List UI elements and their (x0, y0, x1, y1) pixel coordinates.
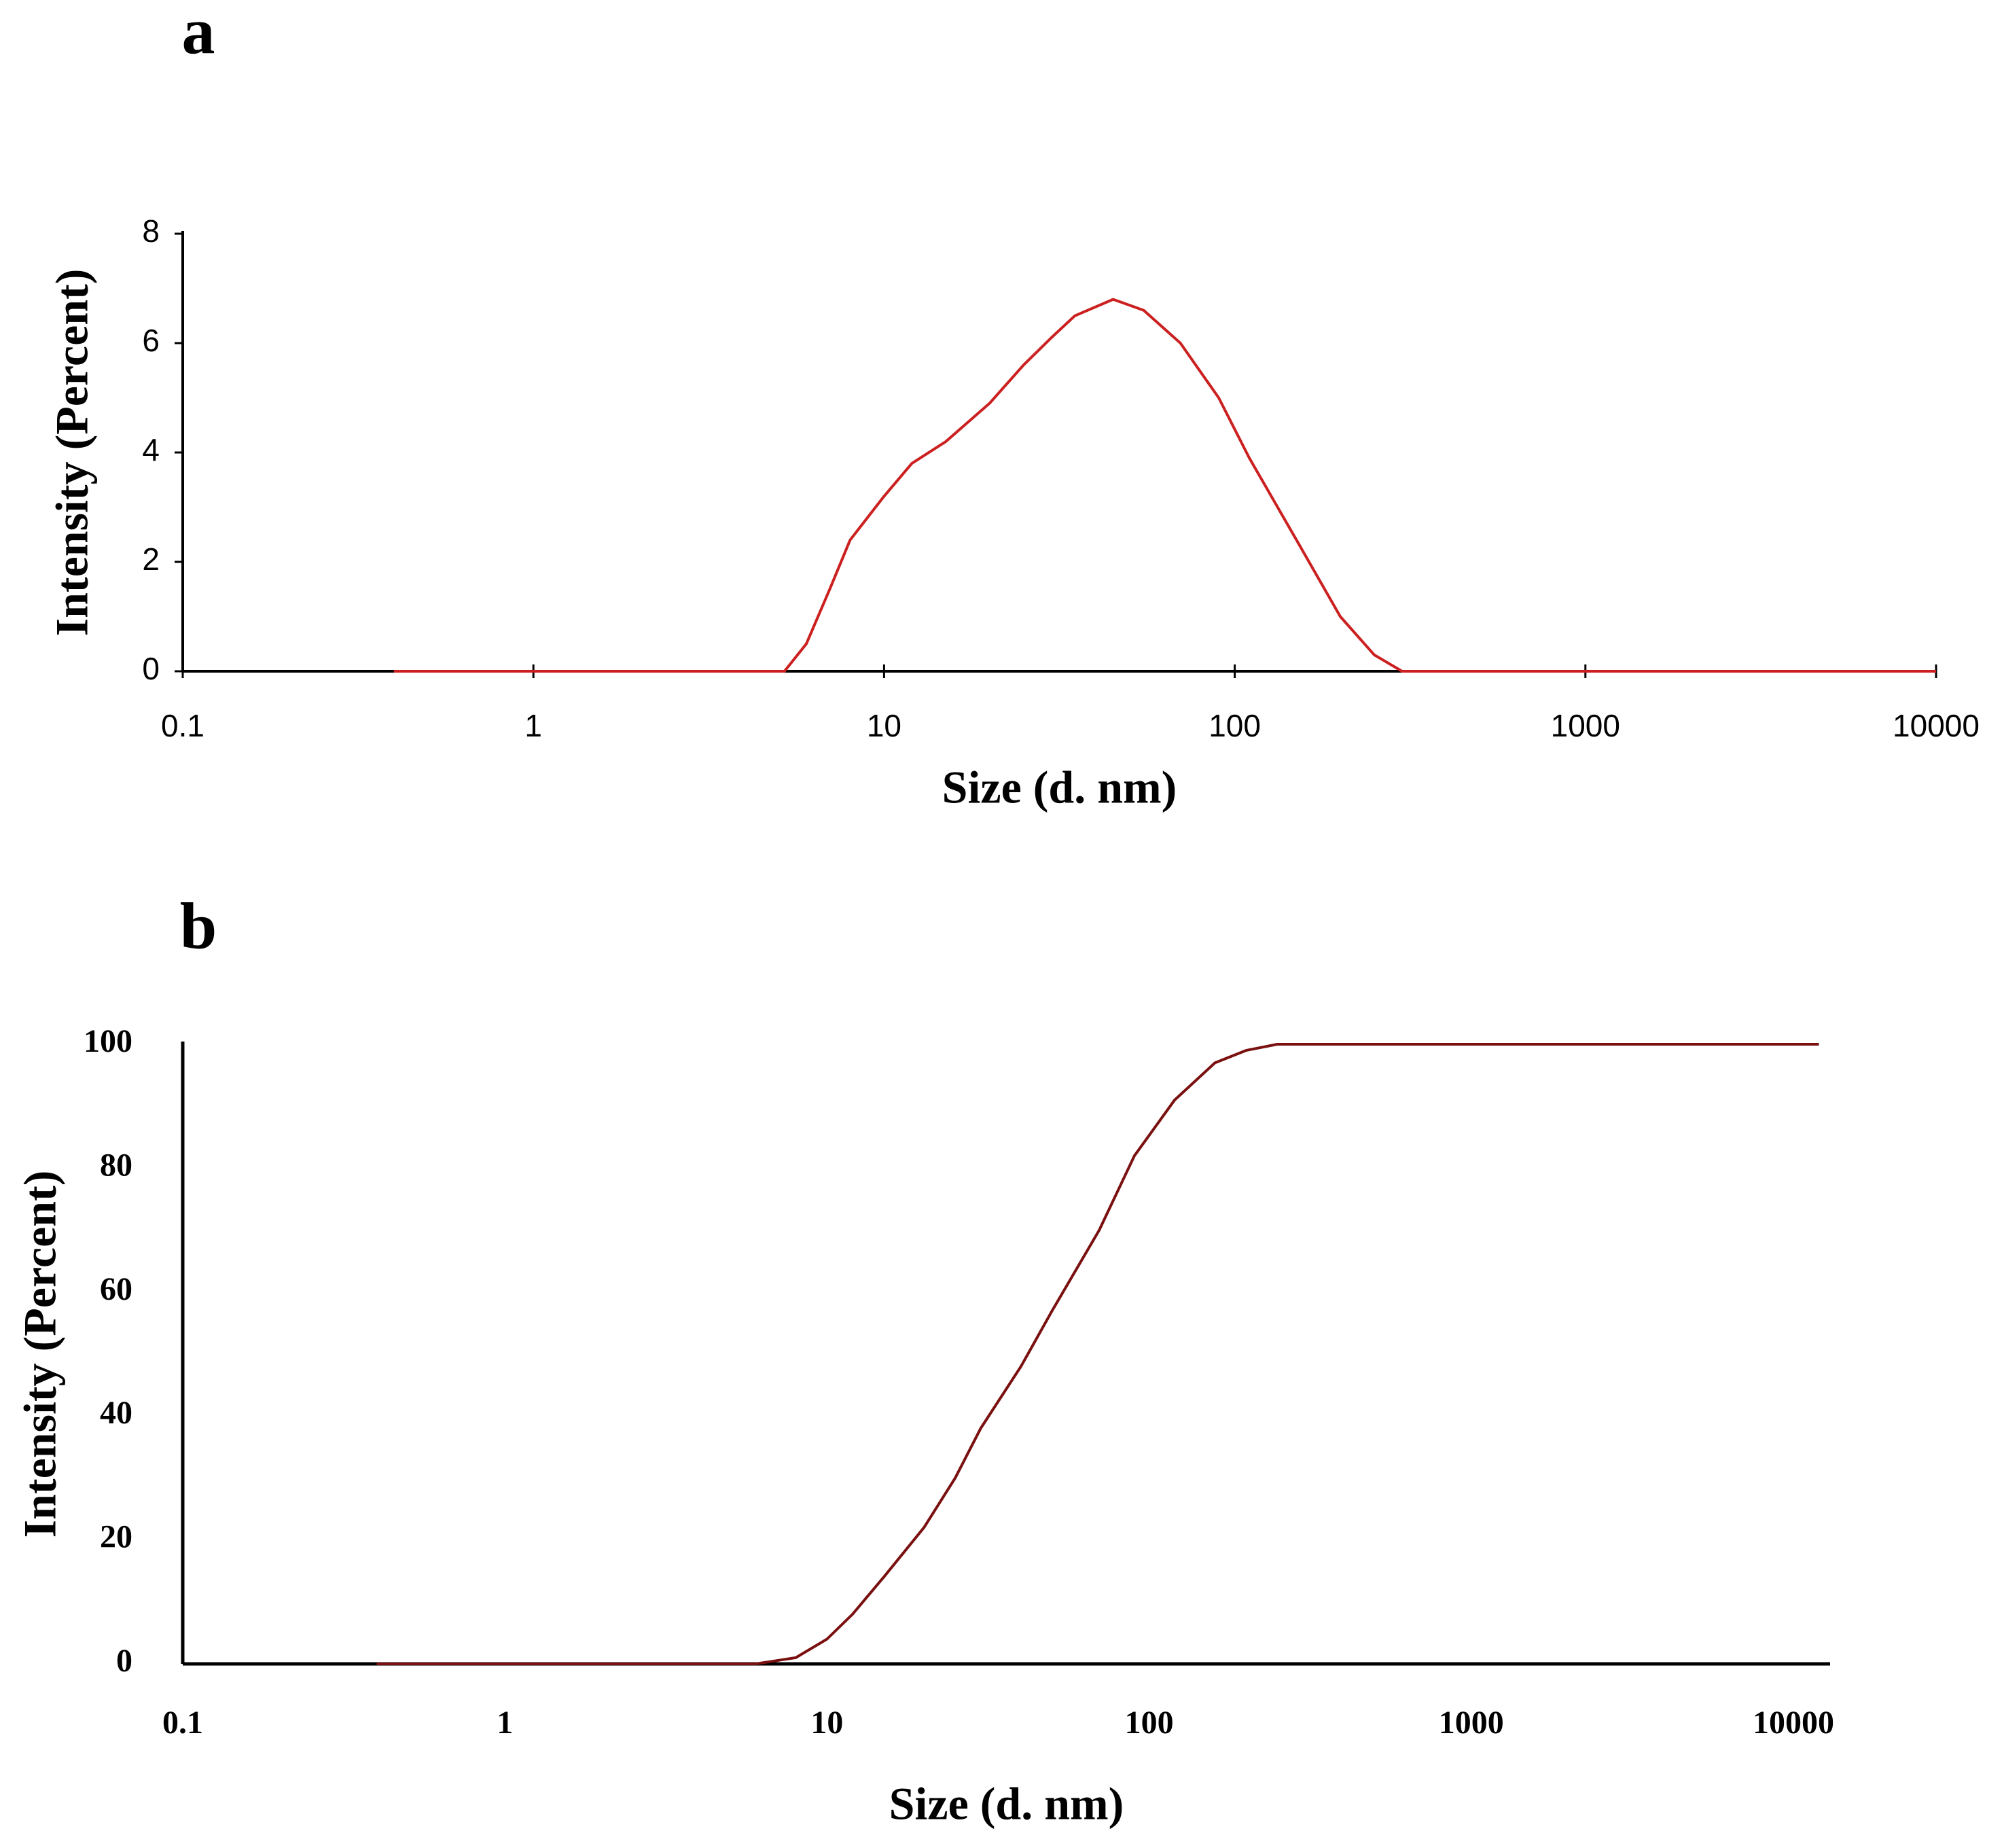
y-tick-label: 80 (100, 1147, 132, 1183)
x-tick-label: 0.1 (161, 708, 204, 743)
y-tick-label: 20 (100, 1519, 132, 1555)
panel-label: a (182, 0, 215, 68)
x-tick-label: 10000 (1753, 1705, 1834, 1741)
y-tick-label: 40 (100, 1395, 132, 1431)
x-tick-label: 100 (1209, 708, 1261, 743)
y-tick-label: 4 (142, 432, 160, 467)
x-tick-label: 10 (867, 708, 901, 743)
data-line (393, 298, 1936, 673)
x-axis-title: Size (d. nm) (942, 762, 1177, 813)
x-tick-label: 1000 (1439, 1705, 1504, 1741)
y-axis-title: Intensity (Percent) (14, 1171, 66, 1538)
data-line (376, 1043, 1819, 1665)
x-tick-label: 10000 (1893, 708, 1980, 743)
y-axis-title: Intensity (Percent) (46, 269, 98, 637)
x-tick-label: 0.1 (162, 1705, 203, 1741)
x-tick-label: 100 (1125, 1705, 1174, 1741)
y-tick-label: 8 (142, 213, 160, 249)
y-tick-label: 100 (84, 1023, 132, 1059)
y-tick-label: 2 (142, 541, 160, 577)
x-tick-label: 1 (497, 1705, 513, 1741)
x-tick-label: 1 (524, 708, 542, 743)
x-axis-title: Size (d. nm) (889, 1778, 1124, 1830)
panel-label: b (180, 889, 217, 963)
y-tick-label: 6 (142, 323, 160, 358)
x-tick-label: 10 (810, 1705, 843, 1741)
y-tick-label: 60 (100, 1271, 132, 1307)
y-tick-label: 0 (116, 1643, 132, 1679)
y-tick-label: 0 (142, 651, 160, 686)
x-tick-label: 1000 (1551, 708, 1620, 743)
